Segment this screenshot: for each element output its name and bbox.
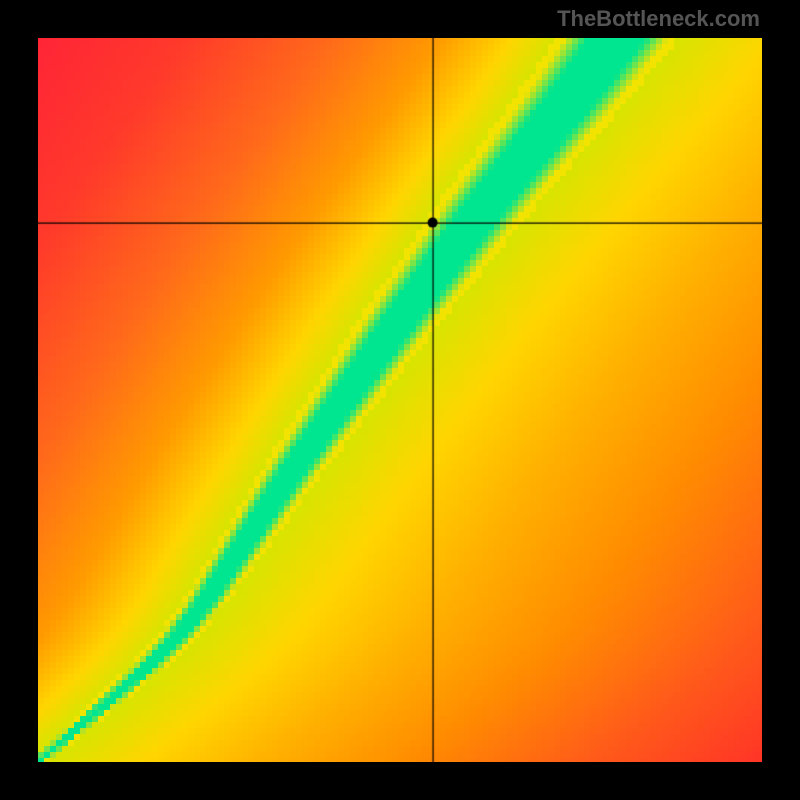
watermark-text: TheBottleneck.com [557, 6, 760, 32]
crosshair-overlay [38, 38, 762, 762]
